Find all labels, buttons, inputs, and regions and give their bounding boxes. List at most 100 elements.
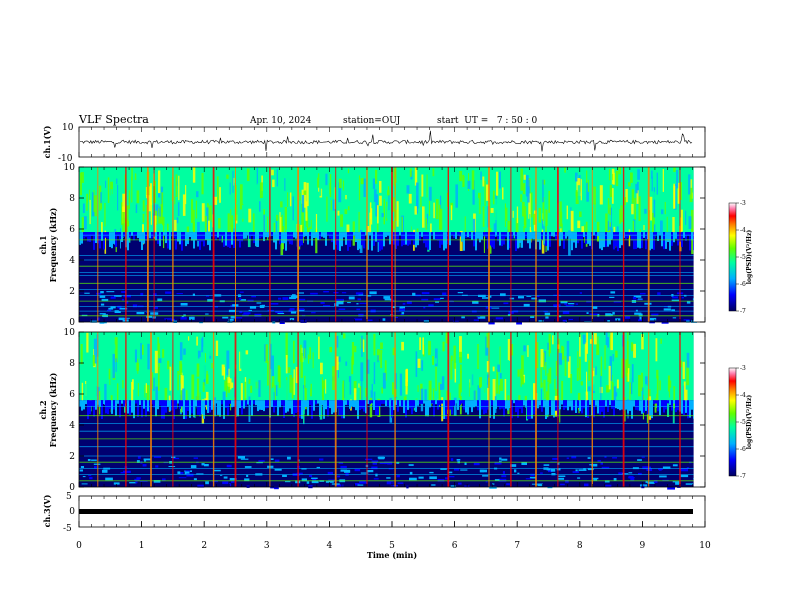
low-frequency-noise xyxy=(287,456,291,460)
noise-speckle xyxy=(689,187,693,203)
noise-speckle xyxy=(662,169,664,192)
floor-edge xyxy=(79,232,81,245)
low-frequency-noise xyxy=(382,318,386,321)
low-frequency-noise xyxy=(177,471,181,474)
low-frequency-noise xyxy=(399,308,405,312)
floor-edge xyxy=(681,400,683,414)
floor-edge xyxy=(619,400,621,411)
noise-speckle xyxy=(386,206,388,219)
noise-speckle xyxy=(155,204,159,216)
low-frequency-noise xyxy=(106,291,115,293)
noise-speckle xyxy=(300,224,303,235)
noise-speckle xyxy=(150,202,152,225)
floor-edge xyxy=(543,400,545,408)
noise-speckle xyxy=(413,385,417,411)
noise-speckle xyxy=(98,185,102,211)
noise-speckle xyxy=(345,195,347,200)
noise-speckle xyxy=(272,376,275,387)
colorbar-tick-label: -7 xyxy=(740,308,746,315)
floor-edge xyxy=(631,400,633,419)
floor-edge xyxy=(325,400,327,410)
noise-speckle xyxy=(202,354,205,379)
low-frequency-noise xyxy=(499,460,502,462)
floor-edge xyxy=(461,232,463,242)
floor-edge xyxy=(161,400,163,419)
low-frequency-noise xyxy=(612,457,617,459)
low-frequency-noise xyxy=(357,484,364,486)
floor-edge xyxy=(417,232,419,246)
low-frequency-noise xyxy=(498,478,507,482)
noise-speckle xyxy=(559,211,563,227)
noise-speckle xyxy=(102,186,105,206)
floor-edge xyxy=(227,400,229,416)
floor-edge xyxy=(183,232,185,240)
low-frequency-noise xyxy=(291,295,299,299)
low-frequency-noise xyxy=(437,479,445,482)
noise-speckle xyxy=(319,180,322,196)
floor-edge xyxy=(267,400,269,408)
low-frequency-noise xyxy=(606,313,613,316)
low-frequency-noise xyxy=(360,472,369,474)
noise-speckle xyxy=(79,172,82,196)
noise-speckle xyxy=(676,170,679,189)
low-frequency-noise xyxy=(164,318,172,320)
low-frequency-noise xyxy=(473,462,480,466)
noise-speckle xyxy=(398,207,402,214)
low-frequency-noise xyxy=(325,480,334,483)
floor-edge xyxy=(411,232,413,241)
low-frequency-noise xyxy=(495,317,504,320)
noise-speckle xyxy=(667,391,670,417)
floor-edge xyxy=(385,232,387,237)
floor-edge xyxy=(373,232,375,246)
colorbar-tick-label: -3 xyxy=(740,200,746,207)
floor-edge xyxy=(101,232,103,241)
noise-speckle xyxy=(561,380,564,404)
xtick-label: 2 xyxy=(201,541,207,551)
noise-speckle xyxy=(306,182,309,207)
floor-edge xyxy=(85,400,87,405)
noise-speckle xyxy=(370,390,372,403)
noise-speckle xyxy=(434,358,437,364)
noise-speckle xyxy=(660,220,663,234)
low-frequency-noise xyxy=(274,459,280,463)
noise-speckle xyxy=(680,182,682,200)
low-frequency-noise xyxy=(679,468,683,470)
noise-speckle xyxy=(209,219,212,235)
floor-edge xyxy=(457,232,459,236)
noise-speckle xyxy=(246,369,249,381)
low-frequency-noise xyxy=(628,475,634,479)
noise-speckle xyxy=(609,356,612,381)
floor-edge xyxy=(343,232,345,238)
noise-speckle xyxy=(202,382,205,392)
noise-speckle xyxy=(420,196,422,208)
low-frequency-noise xyxy=(341,292,347,294)
noise-speckle xyxy=(688,347,691,361)
low-frequency-noise xyxy=(229,483,232,487)
low-frequency-noise xyxy=(489,486,497,489)
floor-edge xyxy=(171,400,173,411)
low-frequency-noise xyxy=(586,312,589,314)
noise-speckle xyxy=(163,188,166,195)
floor-edge xyxy=(653,232,655,250)
floor-edge xyxy=(663,232,665,250)
noise-speckle xyxy=(347,168,350,174)
floor-edge xyxy=(265,400,267,409)
colorbar-tick-label: -4 xyxy=(740,392,746,399)
noise-speckle xyxy=(395,334,398,349)
noise-speckle xyxy=(359,386,363,400)
floor-edge xyxy=(95,232,97,243)
low-frequency-noise xyxy=(450,458,454,461)
floor-edge xyxy=(159,400,161,406)
noise-speckle xyxy=(158,343,160,368)
noise-speckle xyxy=(586,182,589,202)
floor-edge xyxy=(195,400,197,406)
noise-speckle xyxy=(609,184,612,198)
noise-speckle xyxy=(439,383,443,390)
noise-speckle xyxy=(381,213,384,218)
low-frequency-noise xyxy=(661,321,669,324)
floor-edge xyxy=(473,400,475,408)
noise-speckle xyxy=(332,366,335,390)
low-frequency-noise xyxy=(354,318,363,321)
floor-edge xyxy=(147,400,149,412)
floor-edge xyxy=(111,400,113,414)
